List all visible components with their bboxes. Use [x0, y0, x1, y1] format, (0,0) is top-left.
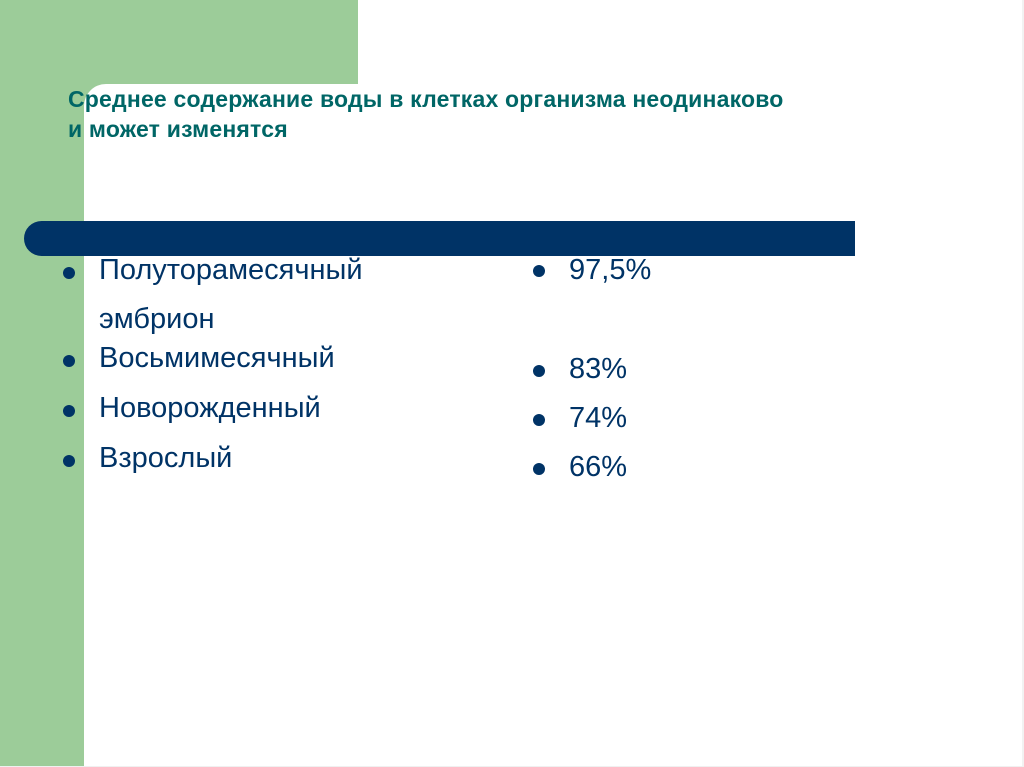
bullet-icon	[63, 455, 75, 467]
value-item: 74%	[569, 402, 628, 434]
list-item: Восьмимесячный	[99, 341, 335, 375]
list-item: Полуторамесячный эмбрион	[99, 253, 363, 336]
value-item: 83%	[569, 353, 628, 385]
item-label-continued: эмбрион	[99, 303, 215, 335]
bullet-icon	[63, 355, 75, 367]
bullet-icon	[533, 463, 545, 475]
slide-title: Среднее содержание воды в клетках органи…	[68, 84, 968, 144]
bullet-icon	[533, 414, 545, 426]
item-label: Полуторамесячный	[99, 254, 363, 286]
divider-bar	[24, 221, 855, 256]
title-line-1: Среднее содержание воды в клетках органи…	[68, 86, 784, 112]
item-label: Взрослый	[99, 442, 233, 474]
list-item: Взрослый	[99, 441, 232, 475]
title-line-2: и может изменятся	[68, 116, 288, 142]
content-panel	[84, 84, 1024, 767]
item-label: Восьмимесячный	[99, 342, 335, 374]
bullet-icon	[533, 365, 545, 377]
list-item: Новорожденный	[99, 391, 321, 425]
bullet-icon	[63, 405, 75, 417]
item-label: Новорожденный	[99, 392, 321, 424]
white-top-area	[358, 0, 1024, 90]
bullet-icon	[63, 267, 75, 279]
bullet-icon	[533, 265, 545, 277]
right-edge	[1022, 0, 1024, 767]
value-item: 66%	[569, 451, 628, 483]
value-item: 97,5%	[569, 254, 652, 286]
